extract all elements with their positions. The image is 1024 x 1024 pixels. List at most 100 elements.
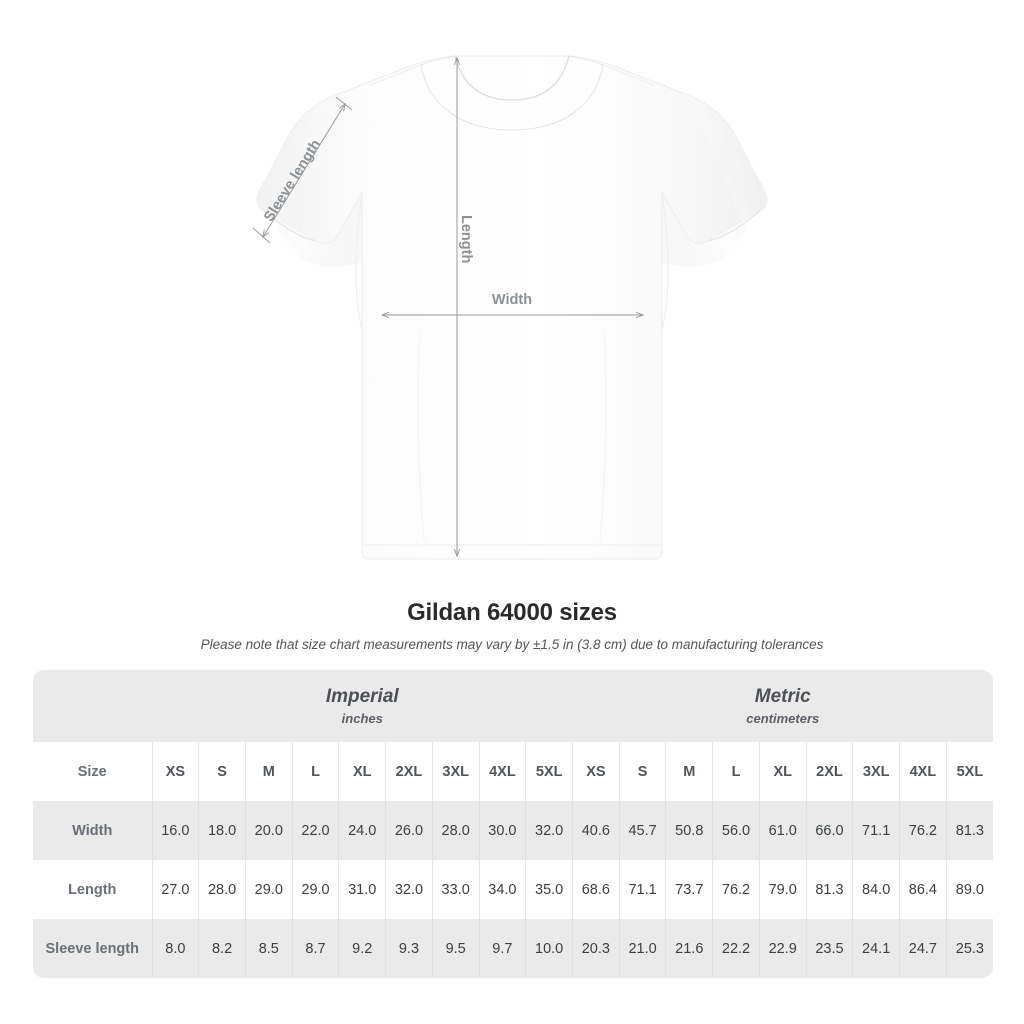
tshirt-garment	[256, 55, 768, 560]
chart-heading: Gildan 64000 sizes Please note that size…	[0, 598, 1024, 654]
size-header-imperial-3XL: 3XL	[431, 742, 480, 801]
size-header-imperial-2XL: 2XL	[385, 742, 433, 801]
table-row-width: Width 16.0 18.0 20.0 22.0 24.0 26.0 28.0 30.0 32.…	[33, 801, 993, 860]
length-imperial-2XL: 32.0	[385, 860, 433, 919]
size-header-metric-S: S	[618, 742, 666, 801]
sleeve-length-imperial-S: 8.2	[198, 919, 246, 978]
size-header-imperial-XS: XS	[151, 742, 199, 801]
sleeve-length-imperial-3XL: 9.5	[431, 919, 480, 978]
size-header-metric-XL: XL	[758, 742, 807, 801]
table-row-sleeve-length: Sleeve length 8.0 8.2 8.5 8.7 9.2 9.3 9.5 9.7 10.…	[33, 919, 993, 978]
size-chart-table-wrapper: Imperial inches Metric centimeters Size X…	[33, 670, 993, 978]
width-imperial-L: 22.0	[291, 801, 339, 860]
length-metric-M: 73.7	[665, 860, 713, 919]
width-metric-XS: 40.6	[572, 801, 620, 860]
length-imperial-5XL: 35.0	[525, 860, 573, 919]
sleeve-length-metric-3XL: 24.1	[852, 919, 900, 978]
sleeve-length-imperial-4XL: 9.7	[478, 919, 526, 978]
width-imperial-5XL: 32.0	[525, 801, 573, 860]
width-metric-3XL: 71.1	[852, 801, 900, 860]
width-imperial-2XL: 26.0	[385, 801, 433, 860]
length-imperial-S: 28.0	[198, 860, 246, 919]
size-header-metric-L: L	[712, 742, 760, 801]
table-row-size: Size XS S M L XL 2XL 3XL 4XL 5XL XS S M L XL 2XL 3XL 4XL 5…	[33, 742, 993, 801]
size-header-imperial-S: S	[198, 742, 246, 801]
length-imperial-3XL: 33.0	[431, 860, 480, 919]
sleeve-length-metric-5XL: 25.3	[945, 919, 993, 978]
width-metric-2XL: 66.0	[805, 801, 853, 860]
sleeve-length-imperial-XL: 9.2	[338, 919, 386, 978]
unit-group-imperial-name: Imperial	[325, 685, 399, 707]
width-imperial-XS: 16.0	[151, 801, 199, 860]
sleeve-length-metric-XS: 20.3	[572, 919, 620, 978]
length-metric-XL: 79.0	[758, 860, 807, 919]
width-imperial-4XL: 30.0	[478, 801, 526, 860]
size-chart-body: Size XS S M L XL 2XL 3XL 4XL 5XL XS S M L XL 2XL 3XL 4XL 5…	[33, 742, 993, 978]
length-metric-4XL: 86.4	[899, 860, 947, 919]
unit-group-metric-name: Metric	[754, 685, 811, 707]
width-imperial-S: 18.0	[198, 801, 246, 860]
length-label: Length	[458, 215, 474, 263]
tshirt-diagram: Length Width Sleeve length	[252, 55, 768, 560]
table-row-length: Length 27.0 28.0 29.0 29.0 31.0 32.0 33.0 34.0 35…	[33, 860, 993, 919]
unit-group-metric-sub: centimeters	[746, 710, 820, 726]
size-header-metric-2XL: 2XL	[805, 742, 853, 801]
sleeve-length-metric-M: 21.6	[665, 919, 713, 978]
width-metric-L: 56.0	[712, 801, 760, 860]
size-header-imperial-XL: XL	[338, 742, 386, 801]
unit-banner-spacer	[33, 670, 152, 742]
length-metric-3XL: 84.0	[852, 860, 900, 919]
length-imperial-XL: 31.0	[338, 860, 386, 919]
width-metric-5XL: 81.3	[945, 801, 993, 860]
width-metric-S: 45.7	[618, 801, 666, 860]
width-label: Width	[492, 292, 532, 308]
row-label-width: Width	[33, 801, 152, 860]
width-imperial-3XL: 28.0	[431, 801, 480, 860]
size-header-imperial-L: L	[291, 742, 339, 801]
row-label-sleeve-length: Sleeve length	[33, 919, 152, 978]
width-metric-XL: 61.0	[758, 801, 807, 860]
size-header-metric-XS: XS	[572, 742, 620, 801]
unit-group-metric: Metric centimeters	[572, 670, 993, 742]
sleeve-length-metric-L: 22.2	[712, 919, 760, 978]
sleeve-length-metric-2XL: 23.5	[805, 919, 853, 978]
unit-group-imperial-sub: inches	[341, 710, 383, 726]
length-dimension: Length	[453, 56, 474, 558]
sleeve-length-metric-4XL: 24.7	[899, 919, 947, 978]
size-chart-table: Imperial inches Metric centimeters Size X…	[33, 670, 993, 978]
length-metric-XS: 68.6	[572, 860, 620, 919]
width-metric-4XL: 76.2	[899, 801, 947, 860]
sleeve-length-imperial-5XL: 10.0	[525, 919, 573, 978]
length-imperial-M: 29.0	[244, 860, 293, 919]
size-header-imperial-5XL: 5XL	[525, 742, 573, 801]
page-title: Gildan 64000 sizes	[407, 599, 617, 626]
size-header-metric-4XL: 4XL	[899, 742, 947, 801]
sleeve-length-imperial-2XL: 9.3	[385, 919, 433, 978]
width-dimension: Width	[380, 292, 645, 319]
sleeve-length-imperial-M: 8.5	[244, 919, 293, 978]
size-header-metric-5XL: 5XL	[945, 742, 993, 801]
width-imperial-M: 20.0	[244, 801, 293, 860]
sleeve-length-metric-S: 21.0	[618, 919, 666, 978]
size-header-imperial-M: M	[244, 742, 293, 801]
length-metric-5XL: 89.0	[945, 860, 993, 919]
length-imperial-4XL: 34.0	[478, 860, 526, 919]
row-label-length: Length	[33, 860, 152, 919]
size-header-metric-M: M	[665, 742, 713, 801]
length-metric-L: 76.2	[712, 860, 760, 919]
sleeve-length-metric-XL: 22.9	[758, 919, 807, 978]
length-metric-S: 71.1	[618, 860, 666, 919]
length-metric-2XL: 81.3	[805, 860, 853, 919]
length-imperial-XS: 27.0	[151, 860, 199, 919]
row-label-size: Size	[33, 742, 152, 801]
unit-banner-row: Imperial inches Metric centimeters	[33, 670, 993, 742]
length-imperial-L: 29.0	[291, 860, 339, 919]
size-header-imperial-4XL: 4XL	[478, 742, 526, 801]
size-header-metric-3XL: 3XL	[852, 742, 900, 801]
width-imperial-XL: 24.0	[338, 801, 386, 860]
width-metric-M: 50.8	[665, 801, 713, 860]
sleeve-length-imperial-L: 8.7	[291, 919, 339, 978]
tolerance-note: Please note that size chart measurements…	[200, 637, 824, 652]
sleeve-length-imperial-XS: 8.0	[151, 919, 199, 978]
unit-group-imperial: Imperial inches	[152, 670, 573, 742]
